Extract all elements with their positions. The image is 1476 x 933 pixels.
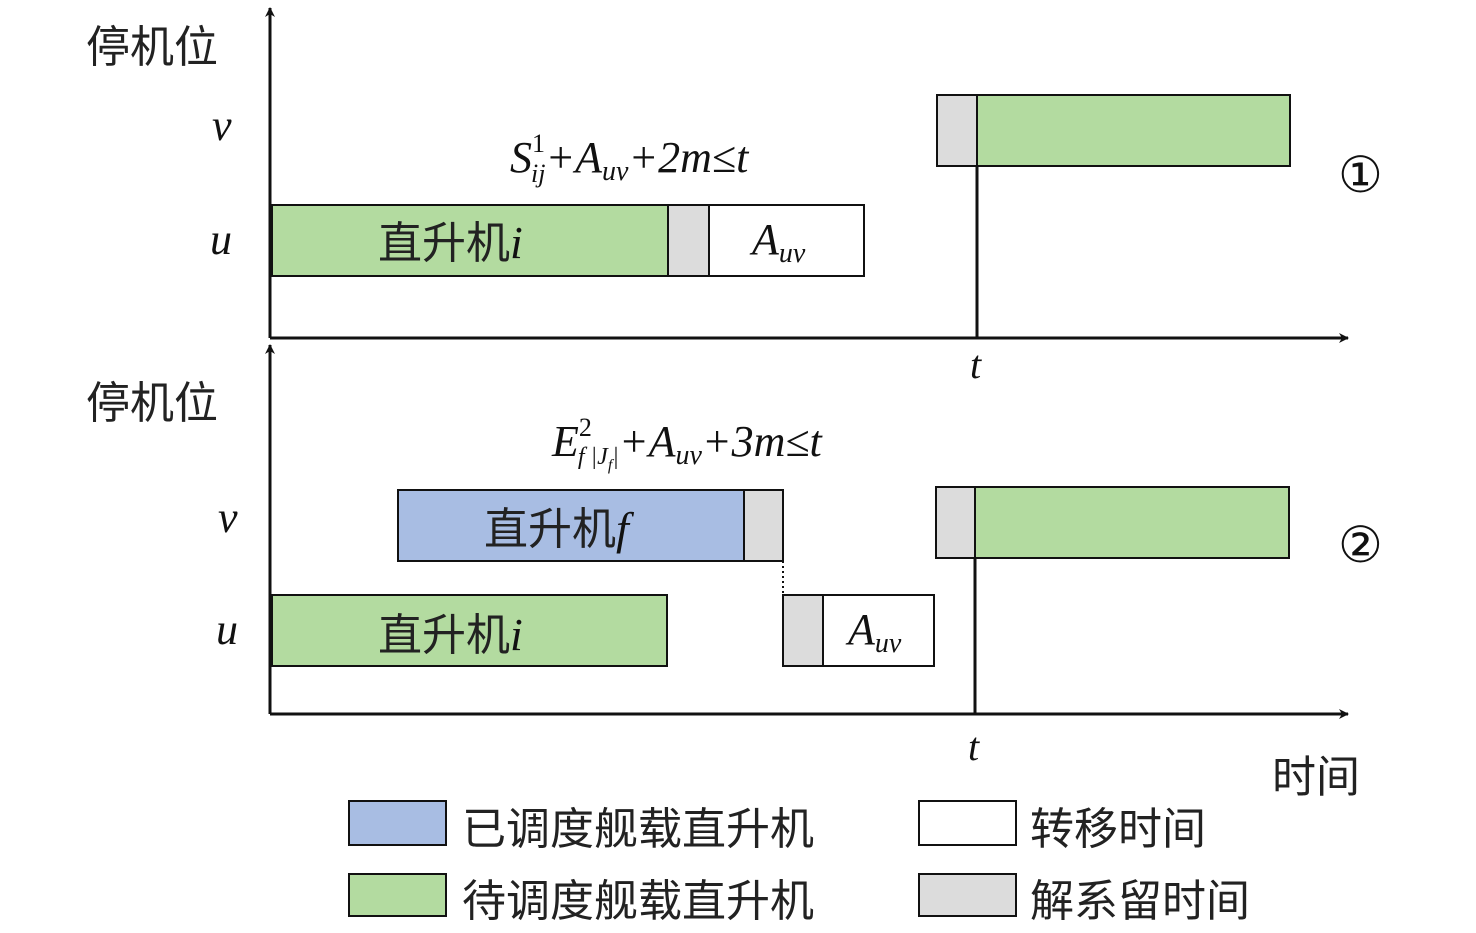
legend-swatch-transfer — [918, 800, 1017, 846]
release-block-v — [935, 486, 976, 559]
legend-label-scheduled: 已调度舰载直升机 — [462, 804, 814, 855]
row-label-v: v — [218, 493, 238, 542]
y-axis-label: 停机位 — [86, 22, 218, 73]
release-block-v — [936, 94, 978, 167]
case-marker-2: ② — [1338, 517, 1383, 573]
release-block — [782, 594, 824, 667]
legend-label-transfer: 转移时间 — [1030, 804, 1206, 855]
row-label-v: v — [212, 101, 232, 150]
constraint-formula-1: S1 ij+Auv+2m≤t — [510, 129, 750, 188]
pending-block-v — [974, 486, 1290, 559]
legend: 已调度舰载直升机 转移时间 待调度舰载直升机 解系留时间 — [348, 800, 1250, 927]
heli-i-block — [271, 594, 668, 667]
time-t-label: t — [968, 724, 980, 769]
x-axis-label: 时间 — [1272, 752, 1360, 803]
transfer-label: Auv — [845, 605, 902, 659]
transfer-block — [708, 204, 865, 277]
heli-f-label: 直升机f — [484, 503, 635, 555]
transfer-label: Auv — [749, 215, 806, 269]
y-axis-label: 停机位 — [86, 378, 218, 429]
legend-swatch-release — [918, 873, 1017, 917]
row-label-u: u — [210, 215, 232, 264]
release-block-f — [743, 489, 784, 562]
legend-label-release: 解系留时间 — [1030, 876, 1250, 927]
heli-i-label: 直升机i — [378, 609, 523, 661]
heli-i-label: 直升机i — [378, 217, 523, 269]
legend-swatch-scheduled — [348, 800, 447, 846]
heli-i-block — [271, 204, 669, 277]
constraint-formula-2: E2 f |Jf|+Auv+3m≤t — [551, 413, 824, 474]
legend-label-pending: 待调度舰载直升机 — [462, 876, 814, 927]
pending-block-v — [976, 94, 1291, 167]
transfer-block — [822, 594, 935, 667]
legend-swatch-pending — [348, 873, 447, 917]
time-t-label: t — [970, 342, 982, 387]
panel-1: 停机位 v u 直升机i Auv t S1 ij+Auv+2m≤t ① — [86, 7, 1383, 387]
release-block — [667, 204, 710, 277]
row-label-u: u — [216, 605, 238, 654]
case-marker-1: ① — [1338, 147, 1383, 203]
panel-2: 停机位 v u 直升机f 直升机i Auv t E2 f |Jf|+Auv+3m≤… — [86, 344, 1383, 803]
